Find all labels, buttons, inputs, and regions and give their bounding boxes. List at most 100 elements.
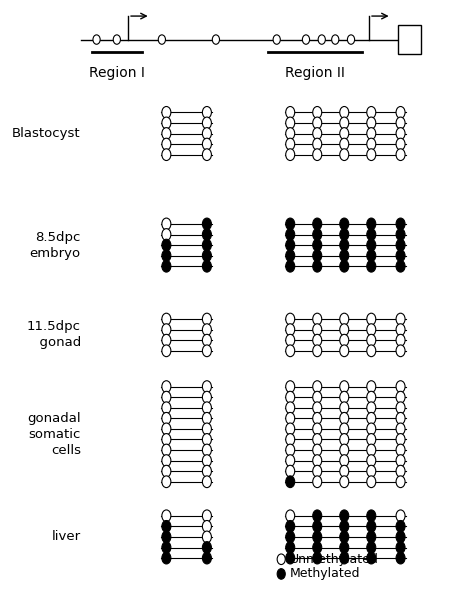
Circle shape	[286, 455, 295, 467]
Circle shape	[202, 138, 211, 150]
Circle shape	[202, 391, 211, 403]
Circle shape	[313, 218, 322, 230]
Circle shape	[313, 391, 322, 403]
Circle shape	[340, 107, 349, 118]
Circle shape	[340, 444, 349, 456]
Circle shape	[340, 510, 349, 522]
Circle shape	[202, 402, 211, 414]
Circle shape	[162, 117, 171, 129]
Circle shape	[212, 35, 219, 44]
Circle shape	[340, 229, 349, 240]
Circle shape	[286, 117, 295, 129]
Circle shape	[286, 335, 295, 346]
Text: liver: liver	[52, 530, 81, 543]
Circle shape	[313, 412, 322, 424]
Circle shape	[286, 324, 295, 336]
Circle shape	[202, 455, 211, 467]
Circle shape	[396, 434, 405, 445]
Circle shape	[313, 260, 322, 272]
Circle shape	[367, 510, 376, 522]
Circle shape	[340, 260, 349, 272]
Circle shape	[286, 138, 295, 150]
Circle shape	[396, 542, 405, 553]
Circle shape	[286, 531, 295, 543]
Circle shape	[202, 260, 211, 272]
Circle shape	[286, 402, 295, 414]
Circle shape	[340, 250, 349, 261]
Circle shape	[367, 313, 376, 325]
Circle shape	[367, 117, 376, 129]
Circle shape	[367, 218, 376, 230]
Circle shape	[396, 324, 405, 336]
Circle shape	[277, 569, 285, 579]
Circle shape	[313, 444, 322, 456]
Circle shape	[286, 391, 295, 403]
Circle shape	[367, 324, 376, 336]
Circle shape	[162, 250, 171, 261]
Circle shape	[313, 466, 322, 477]
Circle shape	[367, 402, 376, 414]
Circle shape	[158, 35, 165, 44]
Circle shape	[396, 520, 405, 532]
Circle shape	[367, 138, 376, 150]
Circle shape	[340, 476, 349, 487]
Circle shape	[286, 466, 295, 477]
Circle shape	[396, 250, 405, 261]
Circle shape	[202, 444, 211, 456]
Circle shape	[396, 127, 405, 139]
Circle shape	[162, 107, 171, 118]
Text: Blastocyst: Blastocyst	[12, 127, 81, 140]
Circle shape	[340, 552, 349, 564]
Circle shape	[286, 218, 295, 230]
Circle shape	[202, 313, 211, 325]
Circle shape	[162, 313, 171, 325]
Circle shape	[340, 402, 349, 414]
Circle shape	[286, 510, 295, 522]
Circle shape	[286, 127, 295, 139]
Circle shape	[313, 107, 322, 118]
Circle shape	[286, 423, 295, 435]
Circle shape	[286, 107, 295, 118]
Circle shape	[396, 239, 405, 251]
Circle shape	[202, 218, 211, 230]
Circle shape	[396, 313, 405, 325]
Circle shape	[202, 149, 211, 160]
Circle shape	[396, 218, 405, 230]
Circle shape	[340, 391, 349, 403]
Circle shape	[340, 324, 349, 336]
Circle shape	[313, 423, 322, 435]
Circle shape	[318, 35, 325, 44]
Circle shape	[367, 345, 376, 357]
Text: 8.5dpc
embryо: 8.5dpc embryо	[30, 231, 81, 260]
Circle shape	[340, 434, 349, 445]
Circle shape	[286, 229, 295, 240]
Circle shape	[313, 138, 322, 150]
Circle shape	[162, 138, 171, 150]
Circle shape	[367, 381, 376, 392]
Circle shape	[286, 149, 295, 160]
Circle shape	[367, 149, 376, 160]
Circle shape	[396, 466, 405, 477]
Circle shape	[396, 444, 405, 456]
Circle shape	[340, 218, 349, 230]
Circle shape	[202, 107, 211, 118]
Circle shape	[202, 335, 211, 346]
Circle shape	[340, 520, 349, 532]
Text: gonadal
somatic
cells: gonadal somatic cells	[27, 412, 81, 457]
Circle shape	[162, 335, 171, 346]
Circle shape	[162, 149, 171, 160]
Circle shape	[162, 345, 171, 357]
Circle shape	[313, 229, 322, 240]
Circle shape	[202, 552, 211, 564]
Circle shape	[162, 324, 171, 336]
Circle shape	[347, 35, 355, 44]
Circle shape	[313, 239, 322, 251]
Circle shape	[202, 423, 211, 435]
Circle shape	[313, 510, 322, 522]
Circle shape	[396, 117, 405, 129]
Circle shape	[367, 391, 376, 403]
Circle shape	[340, 117, 349, 129]
Circle shape	[396, 345, 405, 357]
Circle shape	[162, 391, 171, 403]
Circle shape	[162, 423, 171, 435]
